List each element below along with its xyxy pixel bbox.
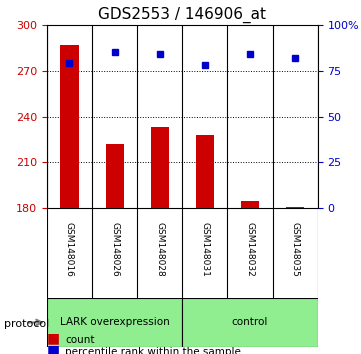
Bar xyxy=(47,298,182,347)
Bar xyxy=(241,201,259,208)
Text: count: count xyxy=(65,335,95,345)
Bar xyxy=(105,144,123,208)
Bar xyxy=(151,127,169,208)
Text: GSM148031: GSM148031 xyxy=(200,222,209,276)
Text: ■: ■ xyxy=(47,331,60,345)
Text: GSM148032: GSM148032 xyxy=(245,222,255,276)
Bar xyxy=(182,298,318,347)
FancyBboxPatch shape xyxy=(47,298,318,347)
Text: control: control xyxy=(232,318,268,327)
Bar xyxy=(61,45,79,208)
Text: ■: ■ xyxy=(47,343,60,354)
Text: LARK overexpression: LARK overexpression xyxy=(60,318,170,327)
Text: GSM148035: GSM148035 xyxy=(291,222,300,276)
Text: GSM148026: GSM148026 xyxy=(110,222,119,276)
Text: protocol: protocol xyxy=(4,319,49,329)
Bar xyxy=(286,207,304,208)
Text: percentile rank within the sample: percentile rank within the sample xyxy=(65,347,241,354)
Text: GSM148016: GSM148016 xyxy=(65,222,74,276)
Text: GSM148028: GSM148028 xyxy=(155,222,164,276)
Bar xyxy=(196,135,214,208)
Title: GDS2553 / 146906_at: GDS2553 / 146906_at xyxy=(98,7,266,23)
